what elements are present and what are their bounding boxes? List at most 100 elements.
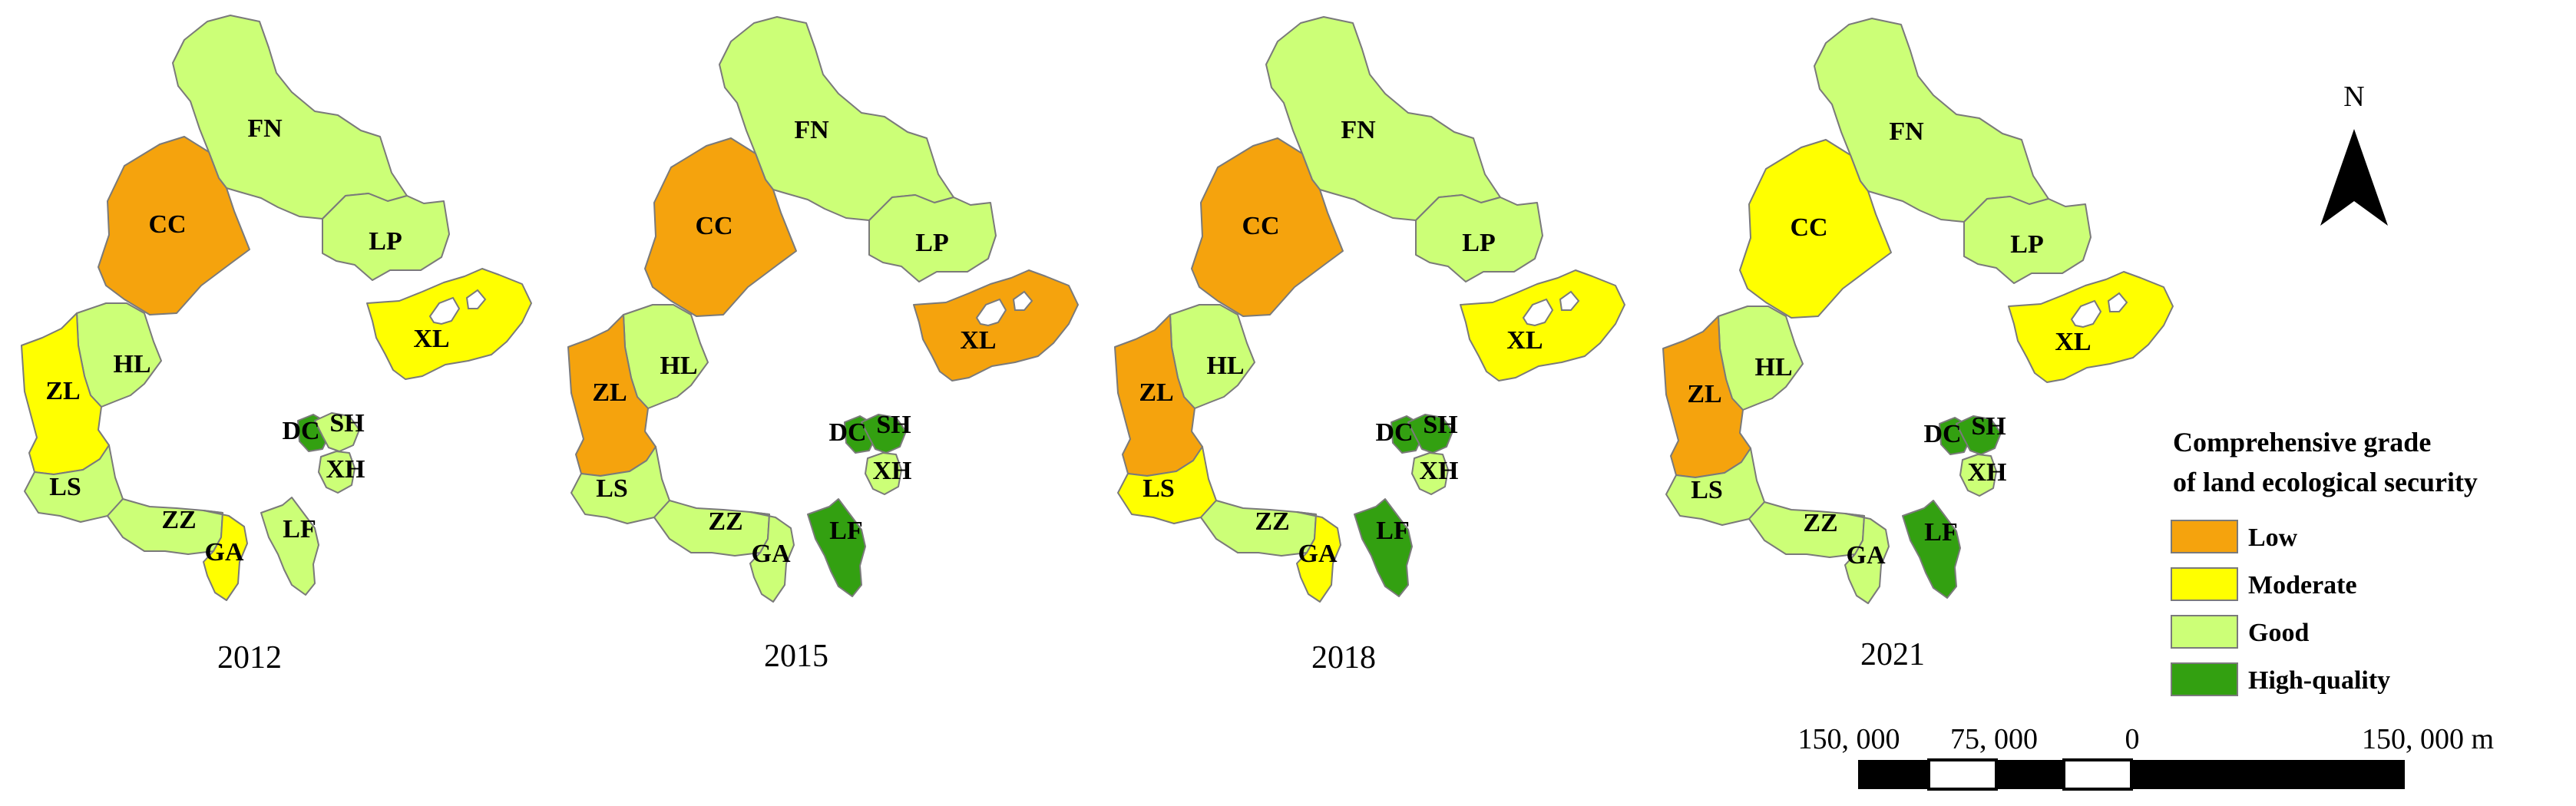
scale-label-right: 150, 000 m (2362, 723, 2494, 755)
region-label-ga-2018: GA (1298, 540, 1338, 568)
legend: Comprehensive grade of land ecological s… (2171, 427, 2478, 696)
region-label-fn-2015: FN (794, 116, 829, 144)
region-xl-2012 (366, 268, 532, 380)
region-label-lf-2015: LF (829, 517, 862, 545)
region-xl-2021 (2008, 271, 2174, 383)
scale-seg-4 (2062, 758, 2133, 791)
region-label-zz-2015: ZZ (708, 507, 742, 536)
region-xh-2012 (318, 451, 355, 494)
region-label-sh-2015: SH (876, 411, 911, 439)
xl-hole-2-2015 (1012, 290, 1033, 311)
region-label-dc-2015: DC (828, 418, 866, 447)
region-cc-2015 (644, 137, 797, 317)
region-cc-2012 (98, 136, 250, 315)
north-arrow-icon (2320, 129, 2388, 226)
xl-hole-2-2021 (2107, 292, 2128, 312)
region-sh-2012 (314, 412, 360, 452)
region-label-fn-2012: FN (247, 114, 283, 143)
region-sh-2021 (1956, 415, 2002, 455)
region-label-fn-2021: FN (1889, 117, 1924, 146)
region-label-zz-2021: ZZ (1803, 509, 1837, 537)
region-label-xh-2018: XH (1420, 457, 1459, 485)
region-lp-2015 (868, 194, 997, 282)
region-label-zl-2015: ZL (592, 378, 627, 407)
north-arrow: N (2320, 81, 2388, 226)
region-xh-2015 (865, 452, 902, 495)
region-label-zz-2018: ZZ (1255, 507, 1289, 536)
region-label-xl-2021: XL (2055, 328, 2091, 356)
region-cc-2021 (1739, 139, 1892, 319)
scale-label-zero: 0 (2125, 723, 2140, 755)
region-label-dc-2021: DC (1923, 420, 1961, 448)
region-label-sh-2021: SH (1971, 412, 2006, 441)
region-lp-2012 (322, 193, 450, 281)
scale-seg-2 (1927, 758, 1998, 791)
region-label-hl-2018: HL (1206, 352, 1244, 380)
xl-hole-1-2015 (975, 298, 1007, 327)
region-label-cc-2015: CC (695, 212, 732, 240)
region-label-xh-2021: XH (1968, 458, 2007, 487)
region-sh-2018 (1407, 414, 1453, 454)
region-label-cc-2012: CC (148, 210, 186, 239)
region-label-ga-2015: GA (752, 540, 791, 568)
scale-label-left: 150, 000 (1798, 723, 1900, 755)
region-label-zl-2012: ZL (45, 377, 80, 405)
legend-items: Low Moderate Good High-quality (2171, 520, 2390, 696)
region-label-ga-2012: GA (205, 538, 244, 567)
region-label-xh-2015: XH (873, 457, 912, 485)
legend-swatch-moderate (2171, 567, 2238, 601)
scale-seg-5 (2131, 760, 2405, 789)
north-label: N (2343, 81, 2364, 113)
region-xl-2018 (1460, 269, 1625, 382)
xl-hole-1-2021 (2070, 299, 2102, 329)
region-label-xh-2012: XH (326, 455, 365, 484)
region-label-hl-2021: HL (1754, 353, 1792, 382)
region-ga-2021 (1844, 513, 1890, 604)
xl-hole-2-2012 (465, 289, 487, 309)
legend-label-moderate: Moderate (2248, 571, 2357, 600)
map-panel-2015: FN CC LP XL HL ZL LS ZZ GA LF DC SH XH (567, 16, 1079, 603)
region-ga-2018 (1296, 511, 1341, 603)
region-label-cc-2018: CC (1242, 212, 1279, 240)
region-xl-2015 (913, 269, 1079, 382)
scale-seg-3 (1996, 760, 2064, 789)
xl-hole-1-2012 (428, 296, 461, 325)
region-label-lf-2021: LF (1924, 518, 1957, 547)
region-label-lp-2015: LP (915, 229, 948, 257)
region-label-xl-2012: XL (413, 325, 449, 353)
region-ga-2012 (203, 510, 248, 601)
region-label-ga-2021: GA (1847, 541, 1886, 570)
legend-label-low: Low (2248, 524, 2298, 552)
region-label-ls-2018: LS (1143, 474, 1175, 503)
region-label-sh-2012: SH (329, 409, 364, 438)
region-lf-2021 (1902, 500, 1961, 599)
maps-layer: FN CC LP XL HL ZL LS ZZ GA LF DC SH XH 2012 FN CC LP XL HL… (21, 15, 2174, 676)
scale-label-mid: 75, 000 (1950, 723, 2038, 755)
region-xh-2021 (1959, 454, 1997, 497)
legend-label-high-quality: High-quality (2248, 666, 2390, 695)
year-label-2015: 2015 (764, 639, 828, 674)
legend-title-line2: of land ecological security (2173, 467, 2478, 497)
region-sh-2015 (861, 414, 907, 454)
region-label-ls-2021: LS (1691, 476, 1723, 504)
region-label-cc-2021: CC (1790, 213, 1827, 242)
region-label-sh-2018: SH (1423, 411, 1457, 439)
xl-hole-2-2018 (1559, 290, 1580, 311)
region-label-ls-2015: LS (596, 474, 628, 503)
legend-label-good: Good (2248, 619, 2309, 647)
region-label-dc-2018: DC (1375, 418, 1413, 447)
region-label-ls-2012: LS (49, 473, 81, 501)
region-label-lp-2021: LP (2010, 230, 2043, 259)
region-label-lf-2018: LF (1376, 517, 1409, 545)
region-lf-2012 (260, 497, 319, 596)
region-label-dc-2012: DC (282, 417, 319, 445)
region-label-xl-2018: XL (1506, 326, 1543, 355)
region-cc-2018 (1191, 137, 1344, 317)
legend-swatch-low (2171, 520, 2238, 553)
year-label-2012: 2012 (217, 640, 282, 676)
region-label-zl-2021: ZL (1687, 380, 1721, 408)
map-panel-2021: FN CC LP XL HL ZL LS ZZ GA LF DC SH XH (1662, 18, 2174, 604)
region-label-hl-2015: HL (660, 352, 697, 380)
region-ga-2015 (749, 511, 795, 603)
map-panel-2018: FN CC LP XL HL ZL LS ZZ GA LF DC SH XH (1114, 16, 1625, 603)
